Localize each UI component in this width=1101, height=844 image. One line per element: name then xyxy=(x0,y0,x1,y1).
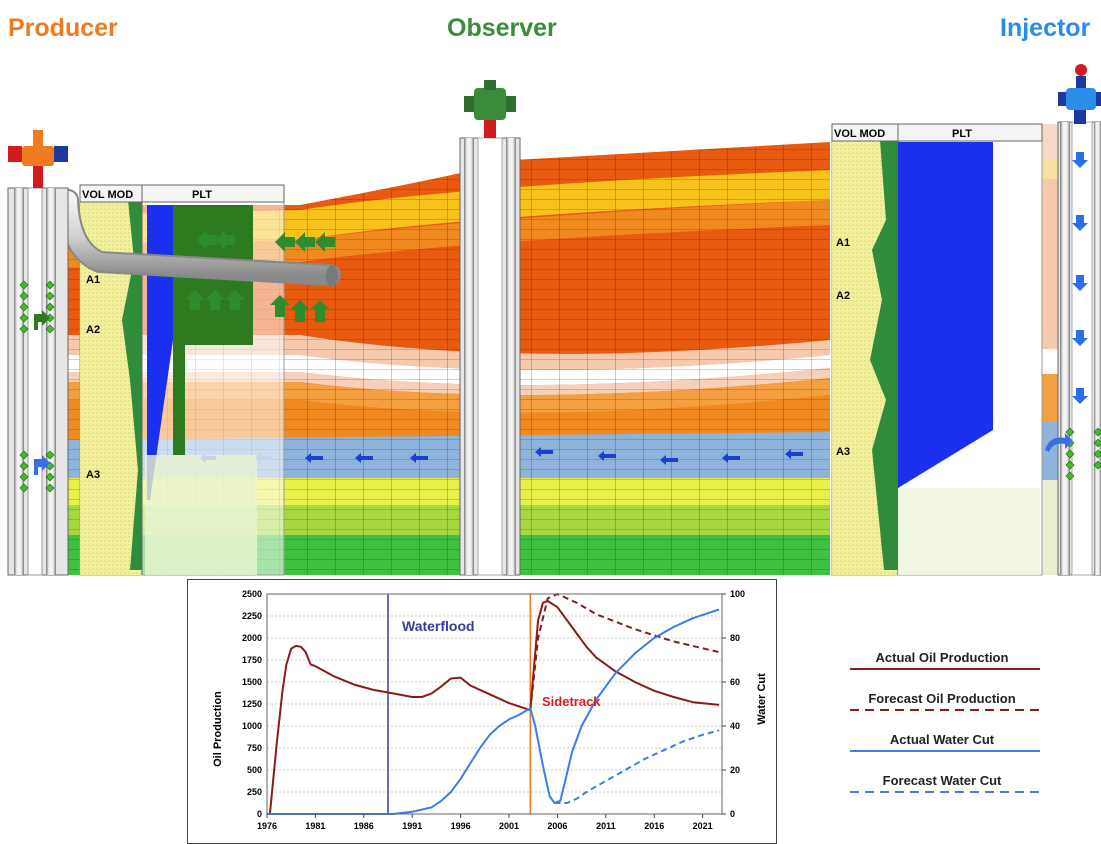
x-tick-label: 2011 xyxy=(596,821,616,831)
x-tick-label: 2021 xyxy=(693,821,713,831)
producer-water-arrow-icon xyxy=(34,455,50,475)
y-tick-label: 1500 xyxy=(242,677,262,687)
x-tick-label: 1996 xyxy=(451,821,471,831)
injector-outflow-arrow-icon xyxy=(1045,433,1073,452)
injector-plt-panel xyxy=(831,123,1043,576)
producer-wellhead-icon xyxy=(8,130,68,188)
legend-swatch xyxy=(850,791,1040,793)
chart-axes: 0 250 500 750 1000 1250 1500 1750 2000 2250 2500 0 2… xyxy=(242,589,745,831)
y2-axis-label: Water Cut xyxy=(756,673,768,725)
sidetrack-annotation: Sidetrack xyxy=(542,694,601,709)
legend-swatch xyxy=(850,668,1040,670)
legend-swatch xyxy=(850,750,1040,752)
legend-item-actual-water: Actual Water Cut xyxy=(842,732,1042,773)
y2-tick-label: 60 xyxy=(730,677,740,687)
legend-item-actual-oil: Actual Oil Production xyxy=(842,650,1042,691)
reservoir-layers-right xyxy=(1042,124,1060,575)
series-line-1 xyxy=(529,593,720,711)
producer-zone-a2: A2 xyxy=(86,324,100,336)
injector-plt-label: PLT xyxy=(952,128,972,140)
plot-area xyxy=(266,593,723,815)
y-tick-label: 2250 xyxy=(242,611,262,621)
injector-zone-a3: A3 xyxy=(836,446,850,458)
observer-wellhead-icon xyxy=(464,80,516,138)
chart-frame xyxy=(187,579,777,844)
x-tick-label: 2006 xyxy=(547,821,567,831)
y-tick-label: 2000 xyxy=(242,633,262,643)
y2-tick-label: 20 xyxy=(730,765,740,775)
x-tick-label: 2016 xyxy=(644,821,664,831)
injector-vol-mod-label: VOL MOD xyxy=(834,128,885,140)
injector-wellbore xyxy=(1045,121,1101,576)
observer-wellbore xyxy=(459,137,521,576)
y2-tick-label: 40 xyxy=(730,721,740,731)
y-tick-label: 250 xyxy=(247,787,262,797)
observer-title: Observer xyxy=(447,14,557,42)
y2-tick-label: 80 xyxy=(730,633,740,643)
y-tick-label: 1250 xyxy=(242,699,262,709)
producer-plt-label: PLT xyxy=(192,189,212,201)
legend-item-forecast-oil: Forecast Oil Production xyxy=(842,691,1042,732)
y-tick-label: 1000 xyxy=(242,721,262,731)
x-tick-label: 1976 xyxy=(257,821,277,831)
producer-title: Producer xyxy=(8,14,118,42)
injector-wellhead-icon xyxy=(1058,64,1101,124)
producer-wellbore xyxy=(7,187,69,576)
series-line-0 xyxy=(268,600,720,815)
legend-label: Forecast Water Cut xyxy=(882,773,1002,788)
injector-zone-a1: A1 xyxy=(836,237,850,249)
chart-legend: Actual Oil Production Forecast Oil Produ… xyxy=(842,650,1042,814)
series-line-3 xyxy=(554,729,720,804)
waterflood-annotation: Waterflood xyxy=(402,618,475,634)
y-tick-label: 2500 xyxy=(242,589,262,599)
legend-label: Actual Oil Production xyxy=(875,650,1009,665)
injector-title: Injector xyxy=(1000,14,1091,42)
x-tick-label: 1986 xyxy=(354,821,374,831)
y-tick-label: 1750 xyxy=(242,655,262,665)
y-axis-label: Oil Production xyxy=(212,691,224,767)
water-flow-arrows xyxy=(200,447,803,465)
producer-flow-arrow-icon xyxy=(34,310,50,330)
y-tick-label: 500 xyxy=(247,765,262,775)
producer-zone-a1: A1 xyxy=(86,274,100,286)
y2-tick-label: 0 xyxy=(730,809,735,819)
legend-label: Forecast Oil Production xyxy=(868,691,1016,706)
producer-vol-mod-label: VOL MOD xyxy=(82,189,133,201)
legend-item-forecast-water: Forecast Water Cut xyxy=(842,773,1042,814)
y2-tick-label: 100 xyxy=(730,589,745,599)
y-tick-label: 0 xyxy=(257,809,262,819)
series-line-2 xyxy=(267,608,720,815)
y-tick-label: 750 xyxy=(247,743,262,753)
lateral-pipe xyxy=(57,189,341,287)
legend-swatch xyxy=(850,709,1040,711)
producer-plt-panel xyxy=(79,184,285,576)
x-tick-label: 1991 xyxy=(402,821,422,831)
legend-label: Actual Water Cut xyxy=(889,732,995,747)
producer-zone-a3: A3 xyxy=(86,469,100,481)
x-tick-label: 1981 xyxy=(305,821,325,831)
x-tick-label: 2001 xyxy=(499,821,519,831)
injector-zone-a2: A2 xyxy=(836,290,850,302)
production-chart: 0 250 500 750 1000 1250 1500 1750 2000 2250 2500 0 2… xyxy=(187,579,777,844)
chart-series-lines xyxy=(267,593,720,815)
inflow-arrows xyxy=(185,230,335,322)
